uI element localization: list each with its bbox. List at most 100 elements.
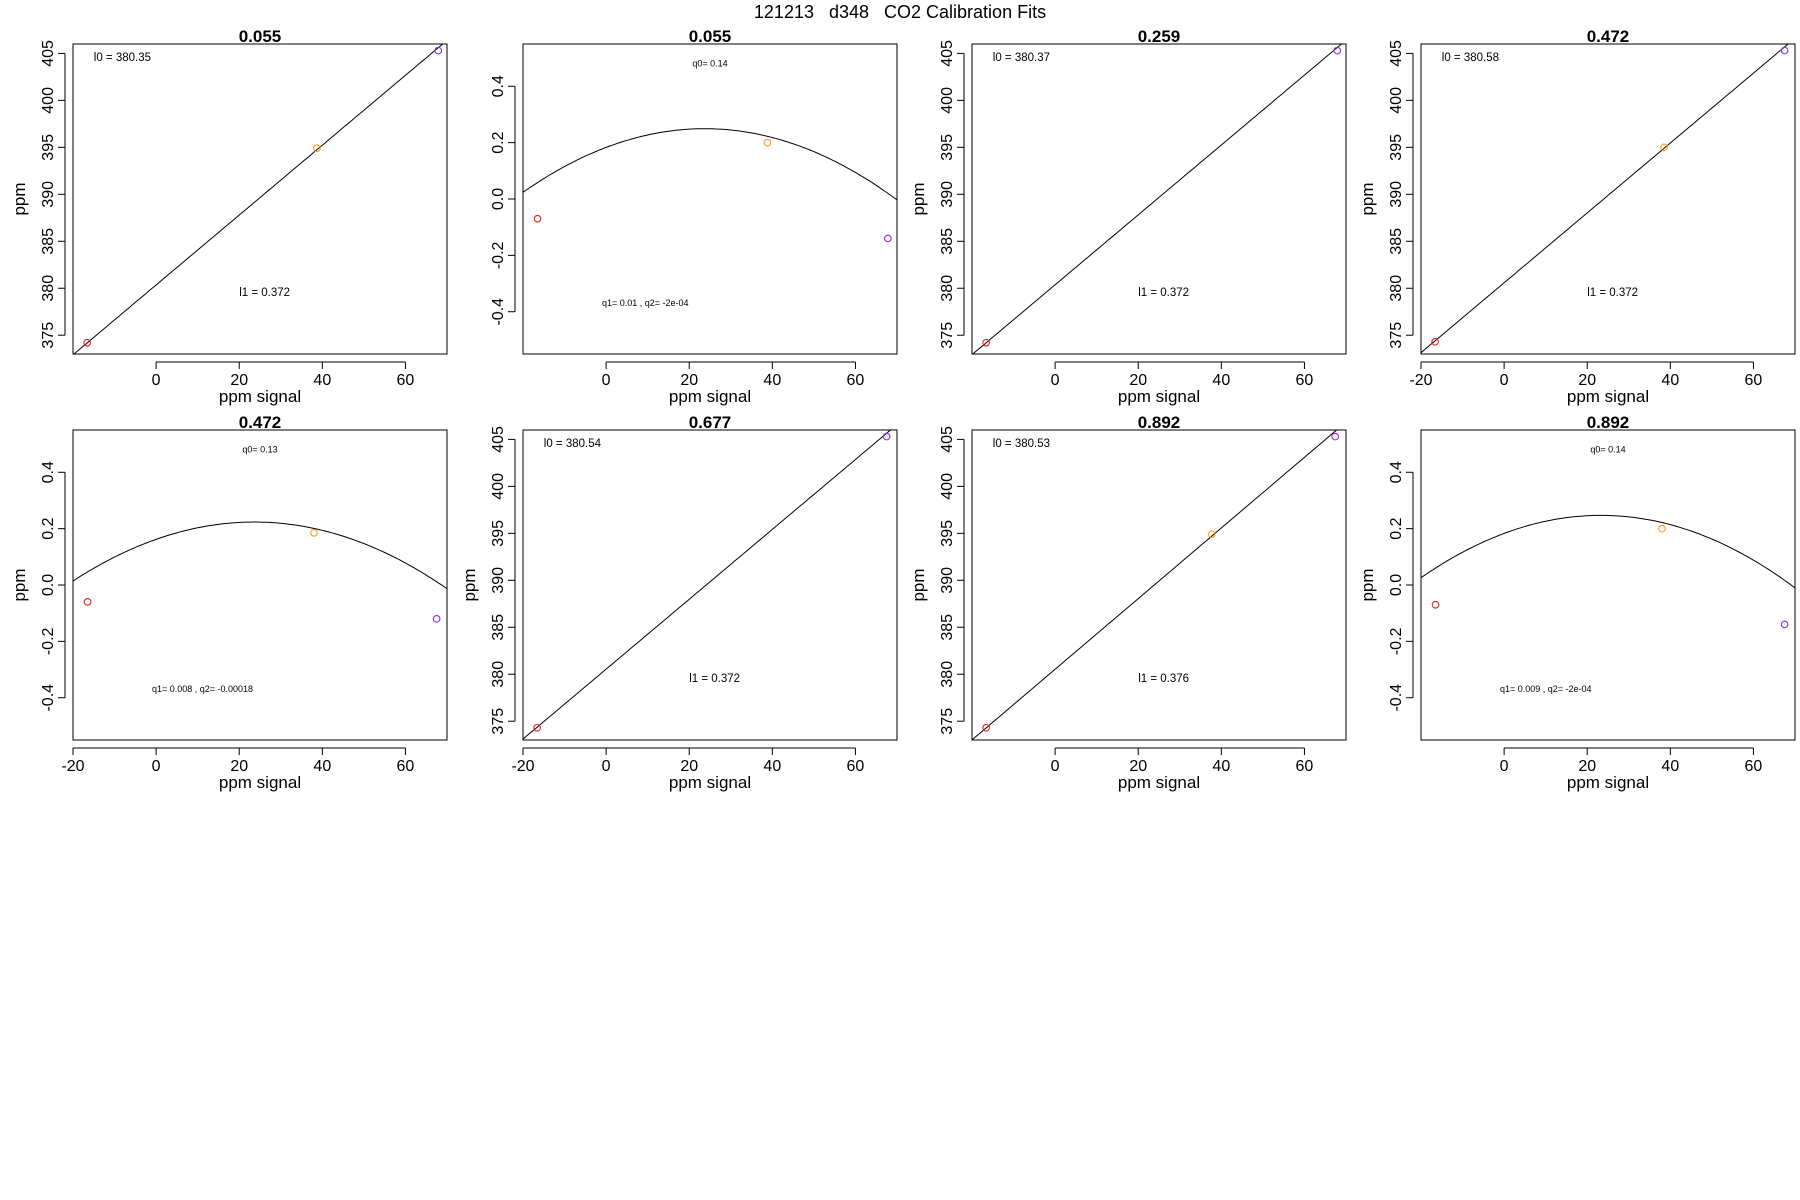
panel-title: 0.472 [239,413,282,432]
fit-line [73,521,447,590]
fit-line [1421,514,1795,589]
coefficient-label: q0= 0.13 [242,445,277,455]
y-tick-label: 395 [939,134,956,161]
y-tick-label: 405 [1388,40,1405,67]
y-tick-label: 400 [40,87,57,114]
panel-title: 0.677 [689,413,732,432]
x-tick-label: 40 [1661,372,1679,389]
x-tick-label: 60 [397,758,415,775]
x-tick-label: 0 [602,758,611,775]
coefficient-label: l0 = 380.58 [1442,52,1499,64]
x-tick-label: 60 [847,372,865,389]
fit-line [972,44,1343,354]
y-tick-label: -0.2 [490,241,507,269]
y-tick-label: 0.2 [40,517,57,539]
fit-line [972,430,1338,740]
y-tick-label: 405 [939,40,956,67]
x-axis-label: ppm signal [669,387,751,406]
y-tick-label: 405 [40,40,57,67]
data-point [982,338,990,347]
y-tick-label: 0.4 [40,461,57,483]
data-point [310,529,318,537]
y-tick-label: 0.4 [1388,461,1405,483]
y-tick-label: 380 [939,661,956,688]
x-axis-label: ppm signal [669,773,751,792]
chart-panel-4: 0.472 -20 0 20 40 60 ppm signal 375 380 385 390 395… [1358,27,1796,406]
data-point [884,234,892,243]
y-axis-label: ppm [10,568,29,601]
y-tick-label: 395 [490,520,507,547]
y-axis-label: ppm [10,182,29,215]
x-tick-label: -20 [1409,372,1432,389]
x-tick-label: 60 [1745,758,1763,775]
y-tick-label: 385 [490,614,507,641]
y-tick-label: 0.0 [40,574,57,596]
chart-panel-3: 0.259 0 20 40 60 ppm signal 375 380 385 390 395 400… [909,27,1347,406]
y-tick-label: 380 [939,275,956,302]
y-tick-label: -0.4 [40,684,57,712]
chart-panel-8: 0.892 0 20 40 60 ppm signal -0.4 -0.2 0.0 0.2 0.4 p… [1358,413,1796,792]
plot-frame [72,43,448,355]
x-tick-label: 60 [1296,758,1314,775]
plot-frame [522,43,898,355]
chart-panel-7: 0.892 0 20 40 60 ppm signal 375 380 385 390 395 400… [909,413,1347,792]
y-tick-label: 385 [40,228,57,255]
coefficient-label: l1 = 0.376 [1138,673,1189,685]
fit-line [73,44,444,354]
panel-title: 0.259 [1138,27,1181,46]
y-tick-label: 395 [40,134,57,161]
coefficient-label: l0 = 380.35 [94,52,151,64]
y-tick-label: -0.4 [1388,684,1405,712]
data-point [1780,620,1789,629]
plot-frame [522,429,898,741]
figure-title: 121213 d348 CO2 Calibration Fits [753,2,1047,22]
x-axis-label: ppm signal [1567,387,1649,406]
coefficient-label: q0= 0.14 [1590,445,1625,455]
x-tick-label: 40 [313,372,331,389]
panel-title: 0.055 [689,27,732,46]
x-tick-label: 40 [1212,758,1230,775]
x-tick-label: 20 [230,372,248,389]
data-point [1660,143,1668,152]
y-axis-label: ppm [1358,568,1377,601]
x-tick-label: 0 [152,758,161,775]
x-tick-label: 0 [602,372,611,389]
plot-frame [72,429,448,741]
x-tick-label: 20 [1129,372,1147,389]
y-tick-label: -0.4 [490,298,507,326]
y-tick-label: 385 [1388,228,1405,255]
coefficient-label: q1= 0.009 , q2= -2e-04 [1500,684,1592,694]
data-point [432,614,441,623]
coefficient-label: q0= 0.14 [692,59,727,69]
coefficient-label: l1 = 0.372 [239,287,290,299]
y-tick-label: 380 [40,275,57,302]
y-tick-label: 390 [490,567,507,594]
fit-line [523,430,892,740]
panel-title: 0.892 [1587,413,1630,432]
y-tick-label: 380 [1388,275,1405,302]
coefficient-label: l0 = 380.54 [544,438,602,450]
data-point [1333,46,1342,55]
coefficient-label: q1= 0.008 , q2= -0.00018 [152,684,253,694]
coefficient-label: q1= 0.01 , q2= -2e-04 [602,298,689,308]
y-tick-label: 375 [939,322,956,349]
y-tick-label: 0.2 [490,131,507,153]
y-axis-label: ppm [460,568,479,601]
x-tick-label: -20 [511,758,534,775]
y-tick-label: 0.2 [1388,517,1405,539]
x-tick-label: 0 [1051,758,1060,775]
x-axis-label: ppm signal [219,387,301,406]
x-axis-label: ppm signal [219,773,301,792]
y-tick-label: 400 [490,473,507,500]
chart-panel-1: 0.055 0 20 40 60 ppm signal 375 380 385 390 395 400… [10,27,448,406]
plot-frame [971,429,1347,741]
coefficient-label: l1 = 0.372 [1138,287,1189,299]
data-point [982,723,990,732]
y-tick-label: 405 [490,426,507,453]
y-tick-label: 375 [40,322,57,349]
y-tick-label: 400 [939,87,956,114]
x-tick-label: 60 [397,372,415,389]
x-axis-label: ppm signal [1118,773,1200,792]
data-point [1780,46,1789,55]
y-tick-label: 375 [939,708,956,735]
